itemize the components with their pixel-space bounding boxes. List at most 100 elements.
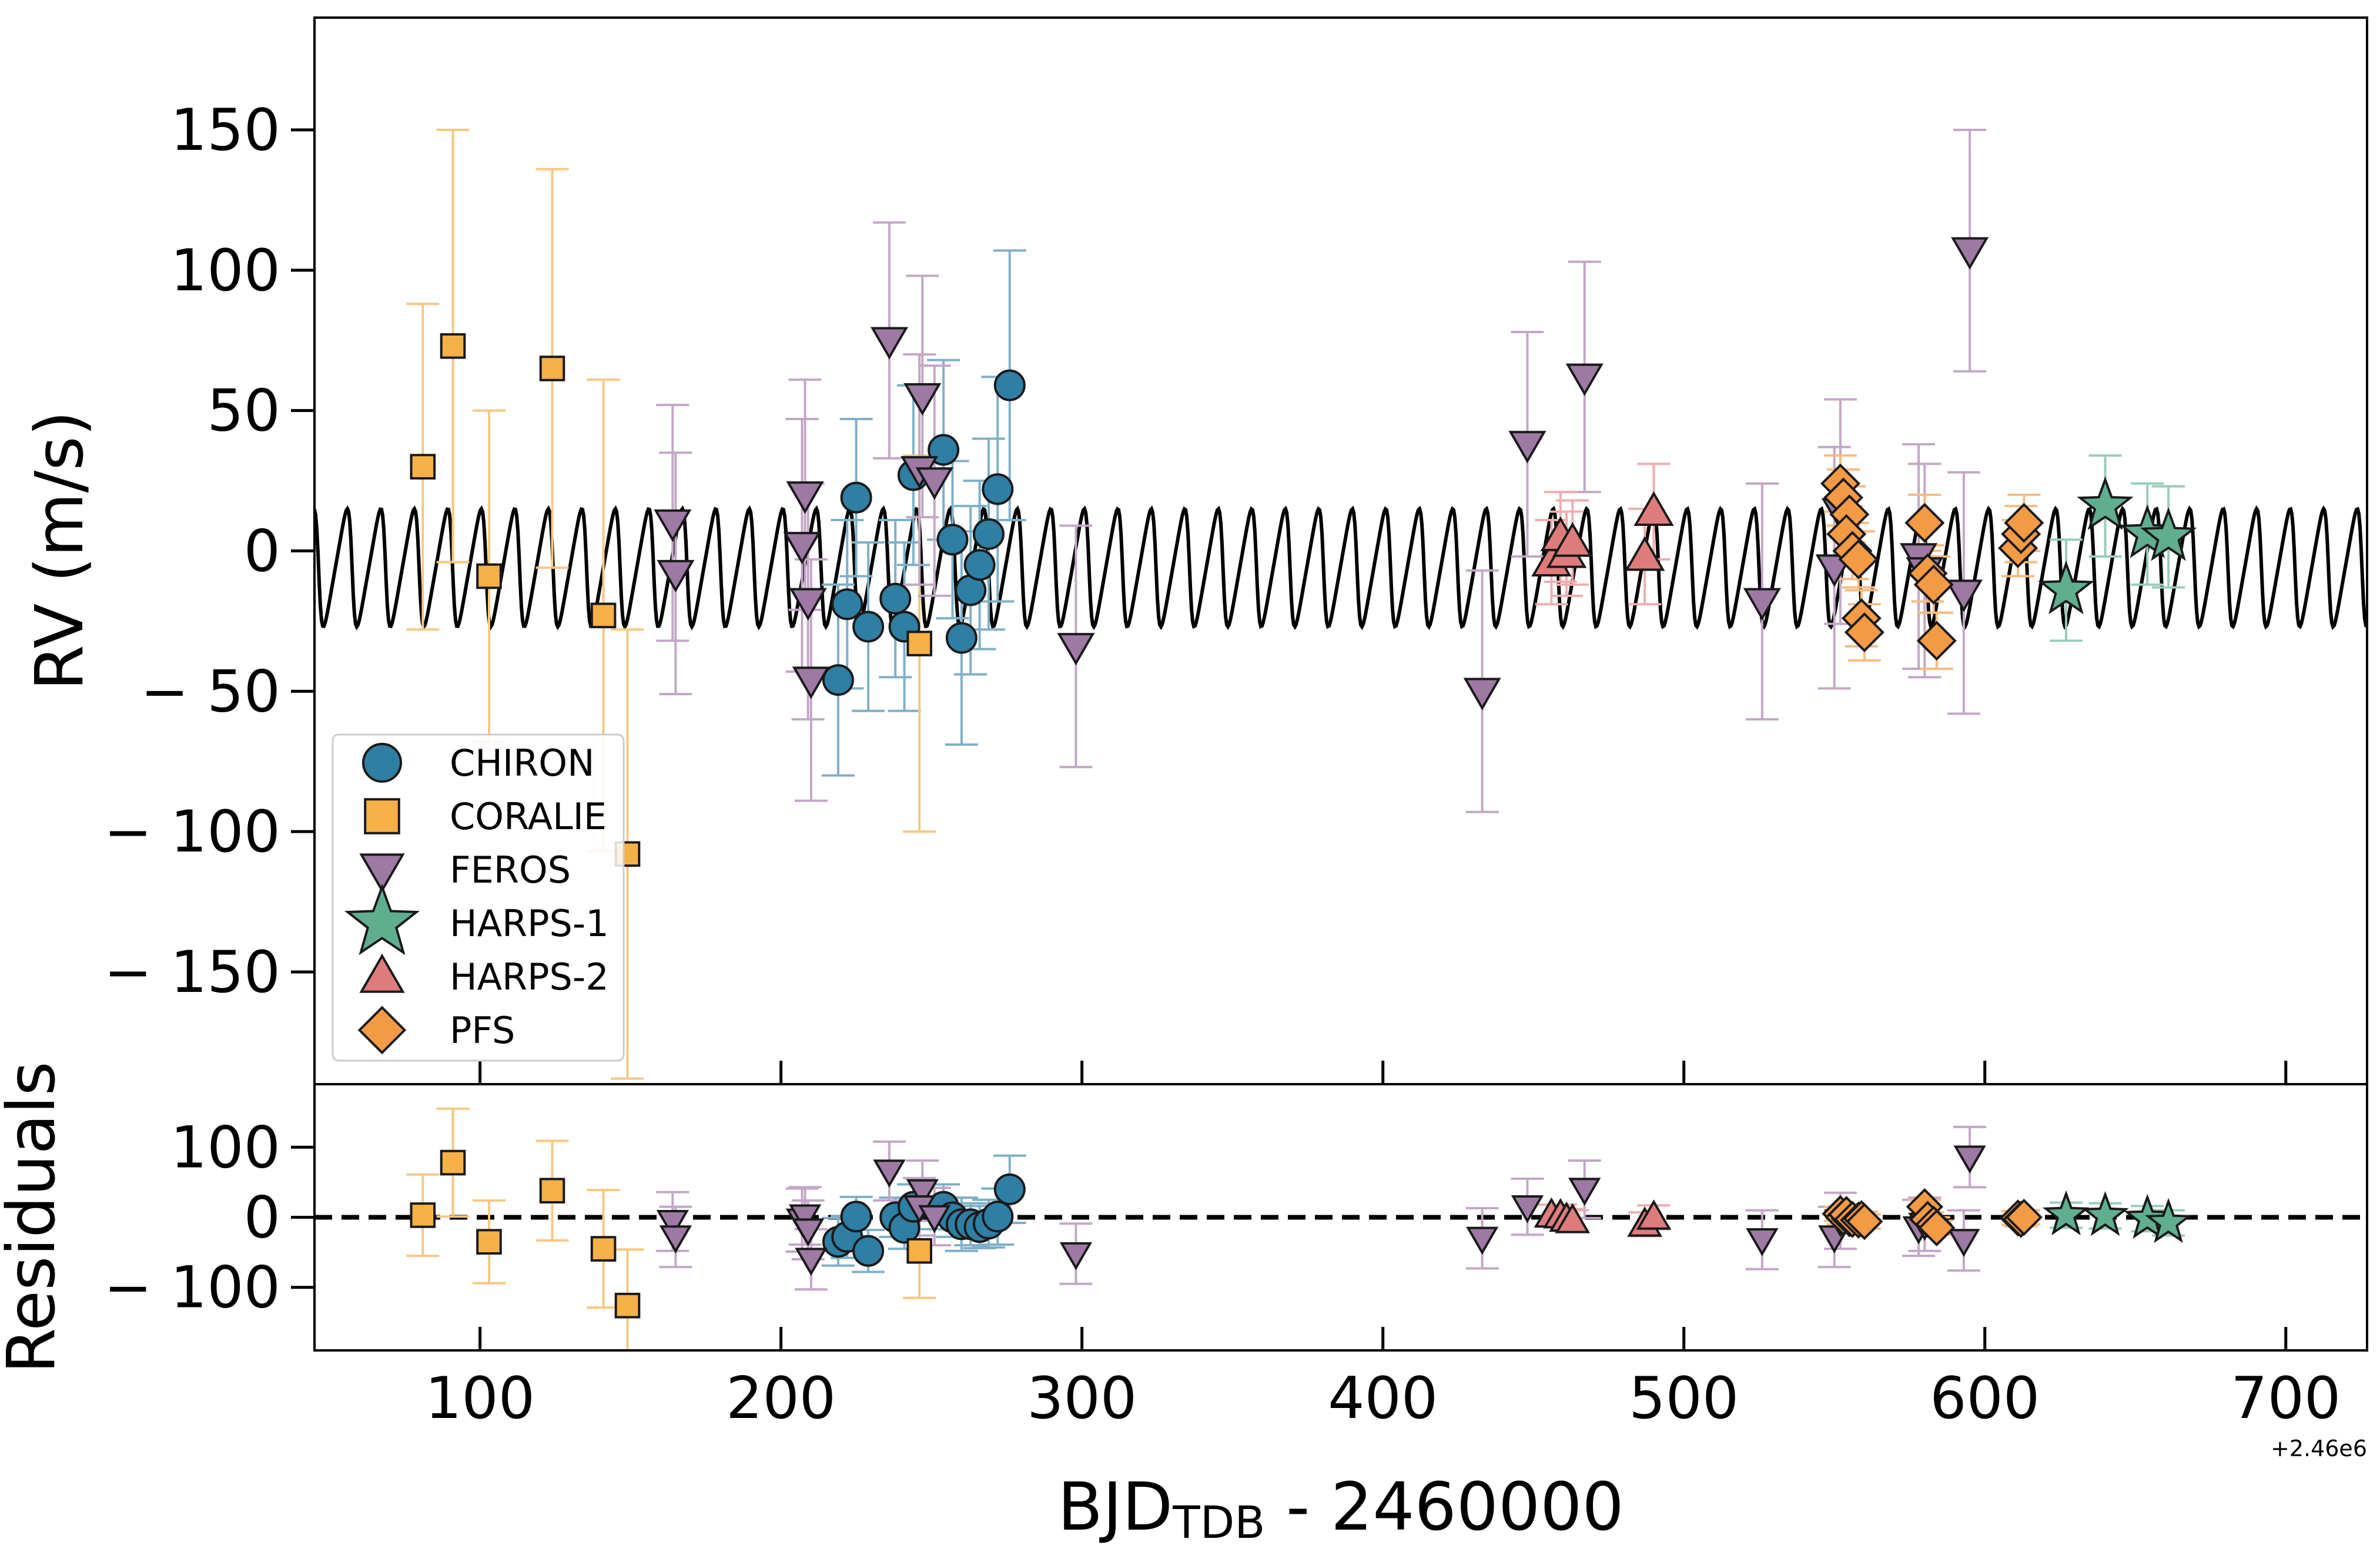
chiron-rv-point-9 (945, 622, 978, 654)
feros-rv-point-4 (789, 588, 827, 621)
rv-axis-title: RV (m/s) (22, 411, 98, 691)
x-axis-title: BJDTDB - 2460000 (1057, 1469, 1624, 1548)
pfs-rv-point-10 (1913, 564, 1954, 605)
top-yticks-label--50: − 50 (140, 658, 280, 725)
x-axis-title-rest: - 2460000 (1265, 1469, 1624, 1545)
feros-residual-point-3 (788, 1204, 822, 1233)
chiron-rv-point-12 (972, 518, 1005, 550)
legend: CHIRON CORALIE FEROS HARPS-1 HARPS-2 PFS (332, 733, 625, 1062)
feros-rv-point-9 (915, 467, 953, 500)
rv-panel: 150 100 50 0 − 50 − 100 − 150 RV (m/s) (22, 16, 2368, 1085)
harps-2-rv-point-4 (1624, 536, 1665, 571)
feros-residual-point-7 (906, 1179, 939, 1208)
legend-marker-pfs (357, 1005, 407, 1055)
x-tick-label-200: 200 (726, 1365, 836, 1432)
x-tick-label-300: 300 (1027, 1365, 1137, 1432)
feros-residual-point-20 (1953, 1145, 1986, 1174)
legend-marker-feros (359, 853, 405, 893)
legend-label-harps-1: HARPS-1 (450, 902, 609, 945)
top-yticks-label--150: − 150 (104, 939, 280, 1006)
legend-marker-harps-1 (344, 883, 420, 955)
feros-rv-point-6 (870, 327, 909, 360)
feros-residual-point-5 (795, 1248, 828, 1276)
legend-label-harps-2: HARPS-2 (450, 955, 609, 998)
coralie-residual-point-4 (590, 1236, 617, 1262)
pfs-rv-point-7 (1844, 612, 1884, 653)
pfs-rv-point-8 (1904, 502, 1945, 543)
x-tick-label-500: 500 (1629, 1365, 1739, 1432)
harps-1-rv-point-0 (2037, 560, 2095, 615)
feros-residual-point-14 (1746, 1228, 1779, 1256)
x-axis-title-main: BJD (1057, 1469, 1173, 1545)
top-yticks-label-0: 0 (244, 518, 280, 585)
coralie-residual-point-2 (476, 1229, 502, 1255)
coralie-rv-point-0 (410, 454, 436, 480)
harps-2-rv-point-5 (1633, 491, 1674, 527)
x-axis-title-subscript: TDB (1172, 1496, 1265, 1548)
top-yticks-label-100: 100 (170, 237, 280, 304)
x-tick-label-700: 700 (2231, 1365, 2341, 1432)
feros-rv-point-10 (1057, 633, 1095, 666)
feros-rv-point-3 (786, 481, 824, 514)
legend-label-chiron: CHIRON (450, 742, 594, 784)
top-yticks-label--100: − 100 (104, 799, 280, 866)
chiron-rv-point-1 (831, 588, 863, 621)
coralie-residual-point-0 (410, 1202, 436, 1228)
coralie-rv-point-6 (906, 631, 932, 656)
top-yticks-label-150: 150 (170, 97, 280, 164)
coralie-residual-point-1 (440, 1149, 466, 1176)
bot-yticks-label--100: − 100 (104, 1255, 280, 1322)
feros-rv-point-5 (792, 666, 830, 699)
legend-box (332, 733, 625, 1062)
harps-1-residual-point-1 (2081, 1191, 2129, 1236)
legend-marker-chiron (362, 743, 402, 783)
chiron-rv-point-11 (963, 549, 996, 581)
x-tick-label-600: 600 (1930, 1365, 2040, 1432)
coralie-rv-point-2 (476, 563, 502, 589)
x-tick-label-100: 100 (425, 1365, 535, 1432)
chiron-rv-point-4 (879, 582, 912, 615)
chiron-rv-point-3 (852, 611, 885, 643)
harps-2-residual-point-3 (1555, 1203, 1591, 1233)
feros-rv-point-12 (1508, 431, 1547, 464)
coralie-residual-point-5 (614, 1292, 641, 1319)
x-offset-label: +2.46e6 (2271, 1436, 2367, 1461)
pfs-residual-point-7 (1846, 1203, 1883, 1241)
chiron-residual-point-3 (852, 1235, 885, 1267)
feros-rv-point-20 (1951, 237, 1989, 270)
coralie-residual-point-3 (539, 1178, 565, 1204)
legend-marker-coralie (364, 798, 400, 834)
pfs-rv-point-11 (1916, 621, 1957, 661)
feros-residual-point-13 (1568, 1178, 1601, 1206)
harps-1-rv-point-3 (2140, 507, 2197, 561)
feros-residual-point-0 (656, 1210, 689, 1238)
chiron-residual-point-2 (840, 1201, 872, 1233)
harps-1-residual-point-0 (2042, 1190, 2090, 1236)
chiron-residual-point-13 (982, 1201, 1014, 1233)
chiron-rv-point-14 (993, 369, 1026, 401)
feros-rv-point-2 (783, 532, 821, 565)
harps-1-rv-point-1 (2077, 476, 2134, 531)
feros-residual-point-9 (918, 1205, 951, 1233)
feros-rv-point-14 (1743, 588, 1781, 621)
coralie-rv-point-1 (440, 333, 466, 359)
chiron-rv-point-8 (936, 524, 969, 556)
top-yticks-label-50: 50 (207, 378, 280, 445)
feros-rv-point-13 (1565, 363, 1604, 396)
feros-residual-point-12 (1511, 1195, 1544, 1223)
feros-rv-point-0 (654, 509, 692, 542)
pfs-rv-point-5 (1838, 539, 1879, 579)
feros-residual-point-4 (792, 1218, 825, 1247)
legend-marker-harps-2 (359, 953, 405, 993)
feros-rv-point-19 (1944, 579, 1983, 612)
legend-label-feros: FEROS (450, 849, 571, 891)
chiron-residual-point-14 (993, 1173, 1026, 1205)
feros-rv-point-11 (1463, 678, 1501, 710)
feros-residual-point-1 (659, 1225, 692, 1254)
pfs-residual-point-11 (1918, 1209, 1956, 1247)
residuals-axis-title: Residuals (0, 1061, 70, 1373)
feros-residual-point-10 (1059, 1242, 1093, 1270)
harps-2-residual-point-5 (1636, 1199, 1672, 1230)
coralie-rv-point-4 (590, 602, 617, 629)
coralie-rv-point-3 (539, 356, 565, 381)
